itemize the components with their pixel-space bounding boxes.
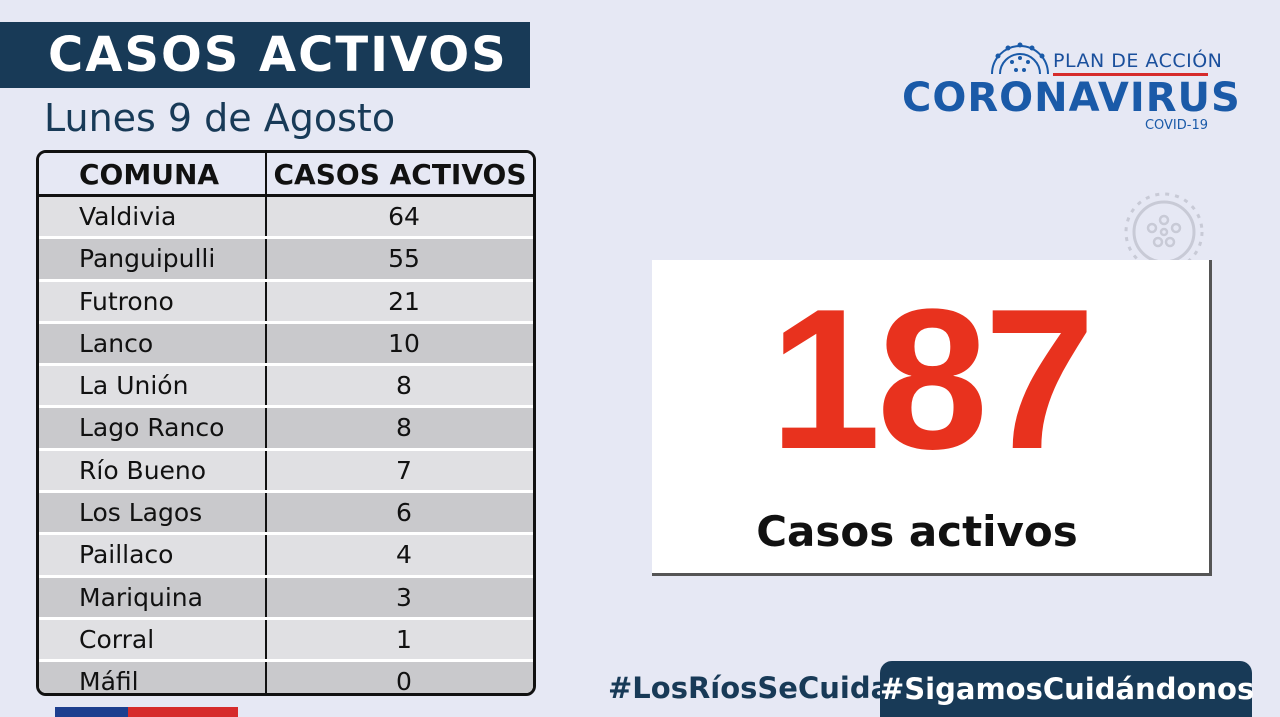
table-body: Valdivia 64 Panguipulli 55 Futrono 21 Lanco… xyxy=(39,197,533,696)
hashtag-badge: #SigamosCuidándonos xyxy=(880,661,1255,717)
comuna-cell: Lago Ranco xyxy=(39,408,267,448)
comuna-cell: La Unión xyxy=(39,366,267,406)
total-card: 187 Casos activos xyxy=(652,260,1212,576)
table-header: COMUNA CASOS ACTIVOS xyxy=(39,153,533,197)
table-row: Corral 1 xyxy=(39,619,533,663)
casos-cell: 0 xyxy=(396,667,412,696)
casos-cell: 1 xyxy=(396,624,412,654)
hashtag-sigamos: #SigamosCuidándonos xyxy=(880,672,1255,706)
table-row: Panguipulli 55 xyxy=(39,239,533,282)
total-active-cases: 187 xyxy=(769,268,1096,491)
table-row: Valdivia 64 xyxy=(39,197,533,240)
cases-table: COMUNA CASOS ACTIVOS Valdivia 64 Panguipu… xyxy=(36,150,536,696)
comuna-cell: Paillaco xyxy=(39,535,267,575)
casos-cell: 3 xyxy=(396,582,412,612)
comuna-cell: Río Bueno xyxy=(39,450,267,491)
comuna-cell: Lanco xyxy=(39,323,267,364)
comuna-cell: Futrono xyxy=(39,281,267,321)
column-header-casos: CASOS ACTIVOS xyxy=(273,158,527,191)
flag-stripe-blue xyxy=(55,707,128,717)
table-row: Los Lagos 6 xyxy=(39,493,533,536)
table-row: Lago Ranco 8 xyxy=(39,408,533,451)
virus-icon xyxy=(991,42,1049,75)
total-label: Casos activos xyxy=(756,507,1078,556)
title-bar xyxy=(0,22,530,88)
comuna-cell: Corral xyxy=(39,619,267,660)
comuna-cell: Los Lagos xyxy=(39,493,267,533)
casos-cell: 8 xyxy=(396,413,412,443)
casos-cell: 8 xyxy=(396,371,412,401)
column-header-comuna: COMUNA xyxy=(39,153,267,194)
flag-stripe-red xyxy=(128,707,238,717)
table-row: Máfil 0 xyxy=(39,662,533,696)
comuna-cell: Valdivia xyxy=(39,197,267,237)
table-row: Futrono 21 xyxy=(39,281,533,324)
casos-cell: 4 xyxy=(396,540,412,570)
logo-main-text: CORONAVIRUS xyxy=(902,75,1241,121)
table-row: La Unión 8 xyxy=(39,366,533,409)
table-row: Mariquina 3 xyxy=(39,577,533,620)
casos-cell: 6 xyxy=(396,498,412,528)
table-row: Lanco 10 xyxy=(39,323,533,367)
hashtag-los-rios: #LosRíosSeCuida xyxy=(608,671,891,705)
casos-cell: 7 xyxy=(396,455,412,485)
comuna-cell: Mariquina xyxy=(39,577,267,617)
comuna-cell: Máfil xyxy=(39,662,267,693)
page-title: CASOS ACTIVOS xyxy=(48,27,508,83)
casos-cell: 55 xyxy=(388,244,420,274)
logo-divider xyxy=(1053,73,1208,76)
logo-covid-text: COVID-19 xyxy=(1144,118,1208,133)
coronavirus-logo: PLAN DE ACCIÓN CORONAVIRUS COVID-19 xyxy=(900,40,1240,140)
casos-cell: 21 xyxy=(388,286,420,316)
table-row: Río Bueno 7 xyxy=(39,450,533,494)
casos-cell: 10 xyxy=(388,328,420,358)
logo-plan-text: PLAN DE ACCIÓN xyxy=(1053,50,1223,72)
casos-cell: 64 xyxy=(388,202,420,231)
virus-icon xyxy=(1124,192,1204,264)
date-subtitle: Lunes 9 de Agosto xyxy=(44,96,396,140)
comuna-cell: Panguipulli xyxy=(39,239,267,279)
table-row: Paillaco 4 xyxy=(39,535,533,578)
